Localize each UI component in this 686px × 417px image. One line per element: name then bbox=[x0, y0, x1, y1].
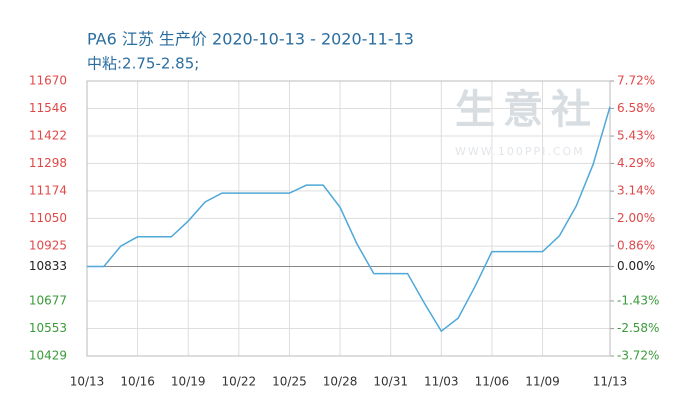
chart-subtitle: 中粘:2.75-2.85; bbox=[87, 55, 199, 73]
y-tick-label: 11050 bbox=[29, 211, 67, 225]
x-tick-label: 10/28 bbox=[323, 375, 358, 389]
x-tick-label: 10/16 bbox=[120, 375, 155, 389]
y2-tick-label: -2.58% bbox=[617, 321, 659, 335]
y2-tick-label: 0.00% bbox=[617, 259, 655, 273]
y2-tick-label: 2.00% bbox=[617, 211, 655, 225]
y-tick-label: 11546 bbox=[29, 101, 67, 115]
plot-border bbox=[86, 80, 611, 357]
y-tick-label: 10833 bbox=[29, 259, 67, 273]
x-tick-label: 11/09 bbox=[525, 375, 560, 389]
y-tick-label: 11298 bbox=[29, 156, 67, 170]
y-tick-label: 10429 bbox=[29, 349, 67, 363]
y2-tick-label: -1.43% bbox=[617, 293, 659, 307]
y2-tick-label: 5.43% bbox=[617, 129, 655, 143]
y2-tick-label: 3.14% bbox=[617, 184, 655, 198]
x-tick-label: 10/19 bbox=[171, 375, 206, 389]
x-tick-label: 10/25 bbox=[272, 375, 307, 389]
y-tick-label: 11422 bbox=[29, 128, 67, 142]
x-tick-label: 10/31 bbox=[373, 375, 408, 389]
x-tick-label: 11/06 bbox=[475, 375, 510, 389]
x-tick-label: 10/22 bbox=[222, 375, 257, 389]
chart-title: PA6 江苏 生产价 2020-10-13 - 2020-11-13 bbox=[87, 30, 414, 49]
y2-tick-label: 4.29% bbox=[617, 156, 655, 170]
y-tick-label: 11174 bbox=[29, 183, 67, 197]
y2-tick-label: 6.58% bbox=[617, 101, 655, 115]
y-tick-label: 10925 bbox=[29, 239, 67, 253]
price-line bbox=[87, 106, 611, 333]
watermark-url: WWW.100PPI.COM bbox=[455, 145, 585, 158]
y2-tick-label: 0.86% bbox=[617, 238, 655, 252]
y2-tick-label: -3.72% bbox=[617, 349, 659, 363]
x-tick-label: 11/13 bbox=[593, 375, 628, 389]
x-tick-label: 10/13 bbox=[70, 375, 105, 389]
x-tick-label: 11/03 bbox=[424, 375, 459, 389]
y-tick-label: 11670 bbox=[29, 74, 67, 88]
watermark: 生意社 bbox=[455, 87, 599, 133]
y2-tick-label: 7.72% bbox=[617, 74, 655, 88]
y-tick-label: 10677 bbox=[29, 294, 67, 308]
y-tick-label: 10553 bbox=[29, 321, 67, 335]
